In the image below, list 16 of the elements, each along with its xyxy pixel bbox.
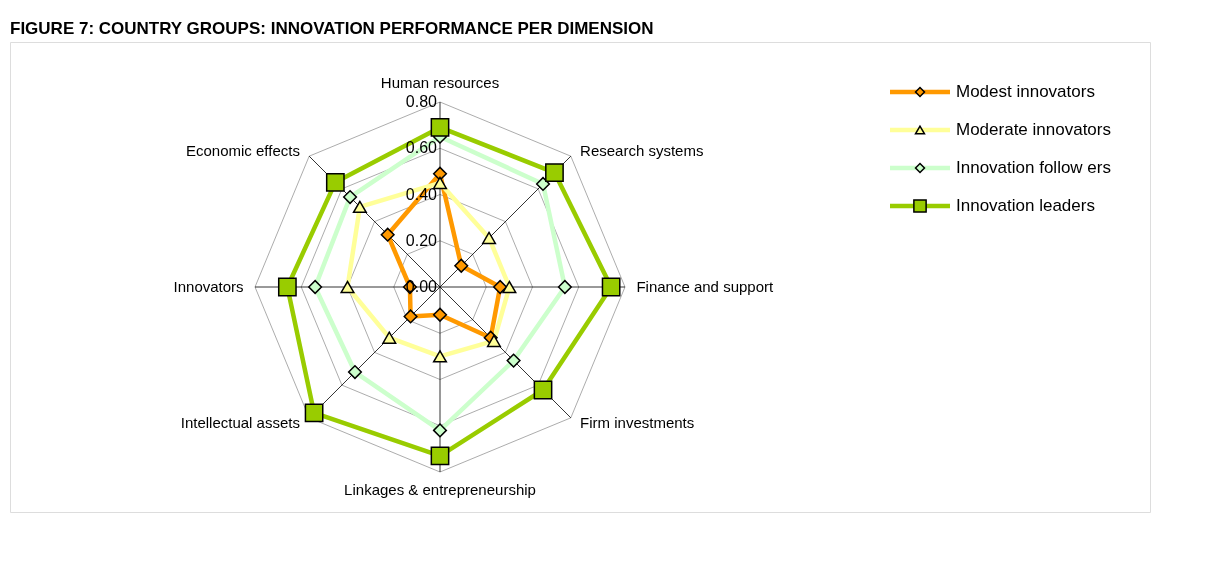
y-tick-label: 0.20	[405, 231, 438, 249]
legend-label: Innovation follow ers	[956, 158, 1111, 177]
spoke-label: Economic effects	[186, 141, 300, 159]
y-tick-label: 0.60	[405, 139, 438, 157]
spoke-label: Linkages & entrepreneurship	[344, 481, 536, 499]
spoke-label: Human resources	[380, 73, 500, 91]
spoke-label: Innovators	[173, 278, 244, 295]
spoke-label: Finance and support	[636, 278, 774, 295]
legend-label: Moderate innovators	[956, 120, 1111, 139]
spoke-label: Research systems	[580, 141, 704, 159]
legend-label: Innovation leaders	[956, 196, 1095, 215]
y-tick-label: 0.80	[405, 93, 438, 110]
chart-title: FIGURE 7: COUNTRY GROUPS: INNOVATION PERFORMANCE PER DIMENSION	[10, 19, 654, 38]
legend-label: Modest innovators	[956, 82, 1095, 101]
spoke-label: Firm investments	[580, 414, 695, 432]
spoke-label: Intellectual assets	[180, 414, 300, 432]
